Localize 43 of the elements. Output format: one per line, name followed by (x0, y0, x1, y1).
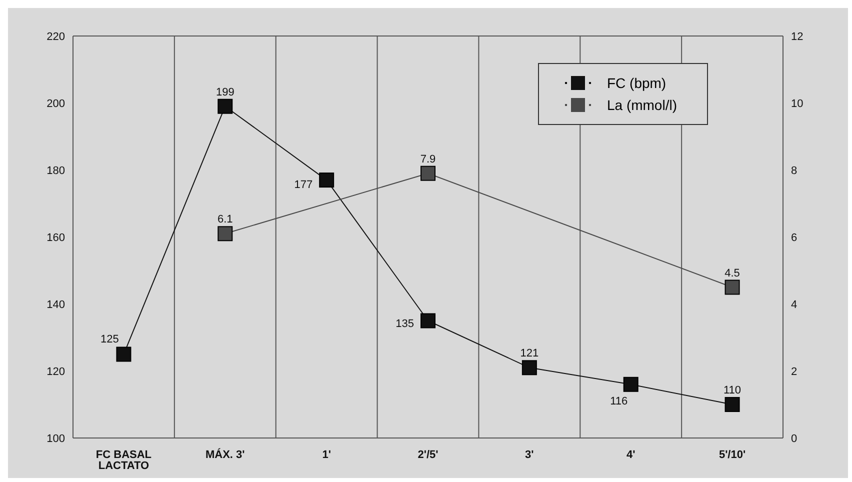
y-tick-label: 180 (46, 164, 65, 177)
y2-tick-label: 4 (791, 298, 798, 311)
y-tick-label: 220 (46, 30, 65, 43)
data-label: 177 (294, 179, 313, 192)
point (218, 226, 233, 242)
legend-label: FC (bpm) (606, 74, 666, 93)
point (218, 98, 233, 114)
data-label: 6.1 (217, 214, 233, 226)
y2-tick-label: 10 (791, 98, 804, 110)
point (420, 313, 436, 328)
point (724, 280, 740, 295)
x-tick-label: 2'/5' (418, 448, 439, 461)
y-tick-label: 200 (46, 98, 65, 110)
data-label: 199 (216, 86, 234, 98)
data-label: 125 (100, 333, 119, 346)
y2-tick-label: 12 (791, 30, 804, 43)
legend-label: La (mmol/l) (606, 96, 677, 115)
point (319, 172, 334, 188)
y2-tick-label: 2 (791, 366, 798, 378)
x-tick-label: 5'/10' (718, 448, 746, 461)
y-tick-label: 140 (46, 298, 65, 311)
point (623, 376, 638, 392)
point (116, 346, 132, 362)
x-tick-label: 4' (626, 448, 636, 461)
data-label: 121 (520, 348, 539, 360)
y-tick-label: 120 (46, 366, 65, 378)
point (420, 166, 436, 181)
y2-tick-label: 0 (791, 432, 798, 445)
x-tick-label: 3' (525, 448, 534, 461)
data-label: 135 (396, 318, 414, 330)
data-label: 4.5 (724, 267, 740, 280)
point (724, 397, 740, 412)
y2-tick-label: 6 (791, 232, 798, 244)
point (522, 360, 537, 376)
x-tick-label: 1' (322, 448, 332, 461)
y2-tick-label: 8 (791, 164, 798, 177)
y-tick-label: 100 (46, 432, 65, 445)
x-tick-label: FC BASAL LACTATO (96, 448, 152, 472)
data-label: 116 (610, 395, 628, 408)
data-label: 7.9 (420, 153, 436, 166)
y-tick-label: 160 (46, 232, 65, 244)
data-label: 110 (724, 384, 742, 396)
x-tick-label: MÁX. 3' (205, 448, 246, 461)
